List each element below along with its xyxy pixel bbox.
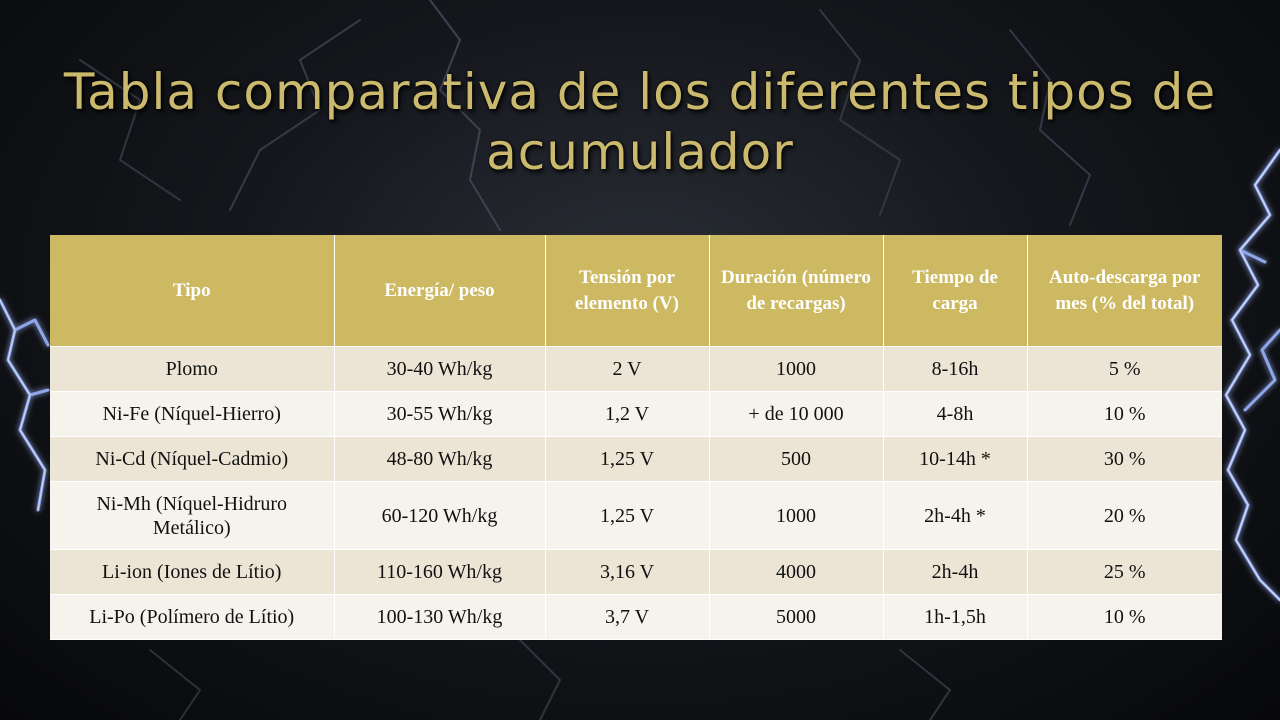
cell-tipo: Ni-Mh (Níquel-Hidruro Metálico) [50, 481, 335, 550]
cell-duracion: + de 10 000 [709, 391, 884, 437]
cell-tiempo: 2h-4h [883, 549, 1028, 595]
cell-duracion: 1000 [709, 346, 884, 392]
header-tipo: Tipo [50, 235, 335, 347]
battery-comparison-table: Tipo Energía/ peso Tensión por elemento … [50, 235, 1222, 640]
cell-tipo: Li-ion (Iones de Lítio) [50, 549, 335, 595]
cell-energia: 30-55 Wh/kg [334, 391, 546, 437]
cell-duracion: 1000 [709, 481, 884, 550]
cell-autodescarga: 5 % [1027, 346, 1222, 392]
cell-tension: 3,16 V [545, 549, 710, 595]
cell-autodescarga: 25 % [1027, 549, 1222, 595]
cell-tiempo: 8-16h [883, 346, 1028, 392]
table-row: Ni-Mh (Níquel-Hidruro Metálico) 60-120 W… [50, 481, 1222, 550]
cell-tipo: Li-Po (Polímero de Lítio) [50, 594, 335, 640]
cell-tiempo: 10-14h * [883, 436, 1028, 482]
cell-duracion: 4000 [709, 549, 884, 595]
cell-energia: 60-120 Wh/kg [334, 481, 546, 550]
cell-tipo: Ni-Cd (Níquel-Cadmio) [50, 436, 335, 482]
cell-tension: 1,25 V [545, 436, 710, 482]
header-energia-peso: Energía/ peso [334, 235, 546, 347]
header-tension: Tensión por elemento (V) [545, 235, 710, 347]
table-row: Ni-Cd (Níquel-Cadmio) 48-80 Wh/kg 1,25 V… [50, 436, 1222, 482]
table-row: Li-ion (Iones de Lítio) 110-160 Wh/kg 3,… [50, 549, 1222, 595]
table-row: Li-Po (Polímero de Lítio) 100-130 Wh/kg … [50, 594, 1222, 640]
cell-tension: 2 V [545, 346, 710, 392]
comparison-table-container: Tipo Energía/ peso Tensión por elemento … [50, 235, 1222, 640]
table-header-row: Tipo Energía/ peso Tensión por elemento … [50, 235, 1222, 347]
cell-duracion: 5000 [709, 594, 884, 640]
cell-tension: 3,7 V [545, 594, 710, 640]
header-tiempo-carga: Tiempo de carga [883, 235, 1028, 347]
cell-tiempo: 1h-1,5h [883, 594, 1028, 640]
cell-energia: 100-130 Wh/kg [334, 594, 546, 640]
cell-autodescarga: 10 % [1027, 594, 1222, 640]
cell-autodescarga: 10 % [1027, 391, 1222, 437]
cell-energia: 30-40 Wh/kg [334, 346, 546, 392]
cell-tipo: Ni-Fe (Níquel-Hierro) [50, 391, 335, 437]
slide-title: Tabla comparativa de los diferentes tipo… [63, 63, 1217, 181]
cell-autodescarga: 20 % [1027, 481, 1222, 550]
cell-autodescarga: 30 % [1027, 436, 1222, 482]
cell-energia: 48-80 Wh/kg [334, 436, 546, 482]
cell-tiempo: 4-8h [883, 391, 1028, 437]
cell-tension: 1,2 V [545, 391, 710, 437]
header-auto-descarga: Auto-descarga por mes (% del total) [1027, 235, 1222, 347]
cell-energia: 110-160 Wh/kg [334, 549, 546, 595]
cell-duracion: 500 [709, 436, 884, 482]
header-duracion: Duración (número de recargas) [709, 235, 884, 347]
cell-tipo: Plomo [50, 346, 335, 392]
cell-tension: 1,25 V [545, 481, 710, 550]
cell-tiempo: 2h-4h * [883, 481, 1028, 550]
table-row: Ni-Fe (Níquel-Hierro) 30-55 Wh/kg 1,2 V … [50, 391, 1222, 437]
table-row: Plomo 30-40 Wh/kg 2 V 1000 8-16h 5 % [50, 346, 1222, 392]
